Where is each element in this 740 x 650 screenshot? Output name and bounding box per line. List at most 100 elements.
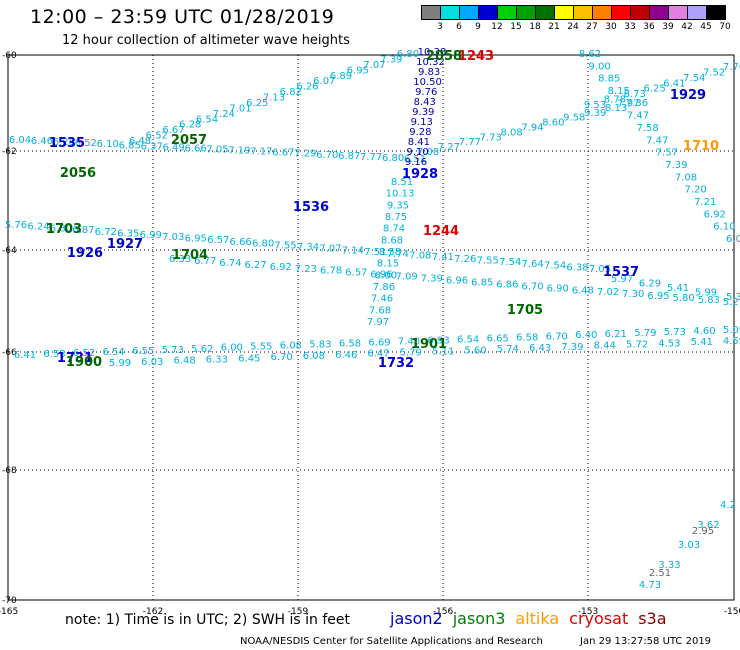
wave-height-value: 6.95 <box>185 234 207 245</box>
wave-height-value: 5.99 <box>109 358 131 369</box>
wave-height-value: 6.51 <box>404 154 426 165</box>
wave-height-value: 8.00 <box>375 270 397 281</box>
pass-time-labels: 1535 2057 2056 1928 1536 1703 1927 1926 1704 1244… <box>46 49 719 371</box>
wave-height-value: 7.41 <box>432 252 454 263</box>
wave-height-value: 7.19 <box>228 146 250 157</box>
wave-height-value: 7.23 <box>295 264 317 275</box>
satellite-legend-jason3: jason3 <box>452 609 506 628</box>
graticule-grid <box>7 54 735 601</box>
wave-height-value: 6.93 <box>427 335 449 346</box>
wave-height-value: 6.10 <box>97 139 119 150</box>
wave-height-value: 8.60 <box>542 118 564 129</box>
wave-height-value: 6.58 <box>516 332 538 343</box>
wave-height-value: 7.54 <box>544 261 566 272</box>
pass-time-label: 1926 <box>67 246 103 261</box>
wave-height-value: 7.08 <box>675 172 697 183</box>
wave-height-value: 7.52 <box>703 67 725 78</box>
wave-height-value: 6.67 <box>272 148 294 159</box>
map-title: 12:00 – 23:59 UTC 01/28/2019 <box>30 6 335 28</box>
wave-height-value: 6.90 <box>547 283 569 294</box>
wave-height-value: 5.3 <box>726 292 740 303</box>
wave-height-value: 7.73 <box>480 132 502 143</box>
longitude-label: -150 <box>724 607 740 617</box>
wave-height-value: 6.78 <box>320 266 342 277</box>
pass-time-label: 1928 <box>402 167 438 182</box>
wave-height-value: 6.96 <box>446 276 468 287</box>
legend-tick: 27 <box>586 22 598 32</box>
wave-height-value: 8.58 <box>379 247 401 258</box>
wave-height-value: 7.30 <box>622 289 644 300</box>
wave-height-value: 5.79 <box>400 348 422 359</box>
wave-height-value: 7.58 <box>636 123 658 134</box>
wave-height-value: 6.33 <box>169 254 191 265</box>
wave-height-value: 6.57 <box>345 268 367 279</box>
wave-height-value: 7.07 <box>319 244 341 255</box>
wave-height-value: 7.39 <box>380 54 402 65</box>
wave-height-value: 6.28 <box>53 137 75 148</box>
wave-height-value: 9.58 <box>563 113 585 124</box>
wave-height-value: 5.74 <box>497 344 519 355</box>
legend-tick: 18 <box>529 22 541 32</box>
wave-height-value: 8.43 <box>414 97 436 108</box>
wave-height-value: 8.08 <box>500 127 522 138</box>
footnote: note: 1) Time is in UTC; 2) SWH is in fe… <box>65 612 351 628</box>
wave-height-value: 6.0 <box>726 234 740 245</box>
wave-height-value: 7.54 <box>499 257 521 268</box>
pass-time-label: 1243 <box>458 49 494 64</box>
longitude-label: -162 <box>143 607 163 617</box>
wave-height-value: 6.48 <box>173 356 195 367</box>
satellite-legend-cryosat: cryosat <box>569 609 629 628</box>
wave-height-value: 6.66 <box>229 237 251 248</box>
pass-time-label: 2058 <box>426 49 462 64</box>
wave-height-value: 6.26 <box>296 82 318 93</box>
wave-height-value: 6.95 <box>647 291 669 302</box>
satellite-legend-altika: altika <box>515 609 560 628</box>
wave-height-value: 7.29 <box>294 149 316 160</box>
legend-tick: 33 <box>624 22 636 32</box>
wave-height-value: 7.40 <box>398 337 420 348</box>
wave-height-value: 9.10 <box>406 147 428 158</box>
wave-height-value: 9.00 <box>588 61 610 72</box>
wave-height-value: 6.27 <box>244 260 266 271</box>
wave-height-value: 6.54 <box>196 114 218 125</box>
wave-height-value: 9.53 <box>584 100 606 111</box>
wave-height-value: 7.17 <box>250 147 272 158</box>
pass-time-label: 1927 <box>107 237 143 252</box>
wave-height-value: 6.85 <box>471 278 493 289</box>
wave-height-value: 6.70 <box>521 281 543 292</box>
wave-height-value: 7.55 <box>477 256 499 267</box>
wave-height-value: 3.33 <box>658 560 680 571</box>
wave-height-value: 5.55 <box>250 342 272 353</box>
wave-height-value: 6.80 <box>50 223 72 234</box>
wave-height-value: 6.43 <box>529 343 551 354</box>
legend-tick: 42 <box>681 22 693 32</box>
map-subtitle: 12 hour collection of altimeter wave hei… <box>62 33 350 48</box>
wave-height-value: 6.46 <box>31 136 53 147</box>
legend-swatch <box>706 5 726 20</box>
wave-height-value: 6.95 <box>347 65 369 76</box>
wave-height-value: 7.21 <box>694 197 716 208</box>
wave-height-value: 9.16 <box>405 157 427 168</box>
latitude-label: -64 <box>2 246 17 256</box>
wave-height-value: 8.15 <box>377 259 399 270</box>
wave-height-value: 7.08 <box>409 251 431 262</box>
longitude-label: -153 <box>578 607 598 617</box>
wave-height-value: 6.86 <box>496 279 518 290</box>
wave-height-value: 6.89 <box>330 71 352 82</box>
pass-time-label: 1731 <box>57 351 93 366</box>
wave-height-value: 6.52 <box>75 138 97 149</box>
wave-height-value: 9.39 <box>412 107 434 118</box>
pass-time-label: 1705 <box>507 303 543 318</box>
wave-height-value: 4.60 <box>693 326 715 337</box>
wave-height-value: 6.80 <box>397 49 419 60</box>
wave-height-value: 7.46 <box>371 294 393 305</box>
wave-height-value: 6.74 <box>219 258 241 269</box>
wave-height-value: 6.85 <box>119 140 141 151</box>
wave-height-value: 7.47 <box>646 135 668 146</box>
wave-height-value: 5.72 <box>626 340 648 351</box>
wave-height-value: 6.69 <box>368 338 390 349</box>
pass-time-label: 1732 <box>378 356 414 371</box>
legend-tick: 39 <box>662 22 674 32</box>
wave-height-value: 6.52 <box>146 131 168 142</box>
